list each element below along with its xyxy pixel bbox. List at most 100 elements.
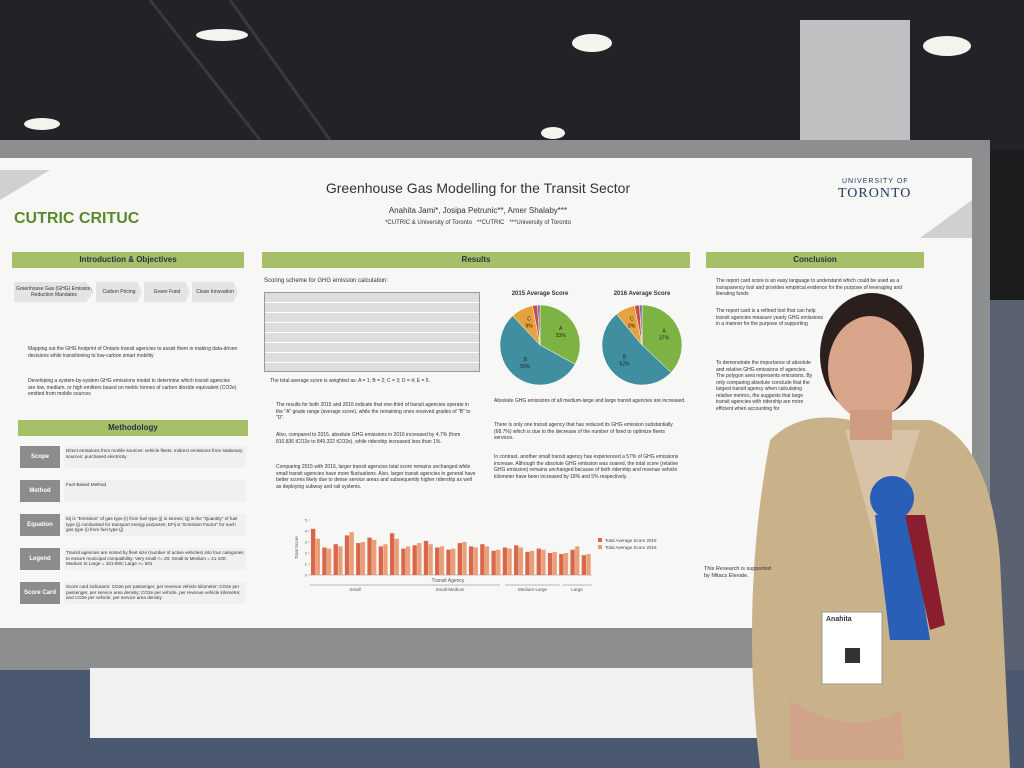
slice-category: C: [630, 316, 634, 322]
results-intro: Scoring scheme for GHG emission calculat…: [264, 278, 389, 284]
table: [90, 668, 790, 738]
bar: [389, 533, 395, 575]
bar: [333, 544, 338, 575]
bar: [378, 546, 384, 575]
pie-slice: [499, 315, 576, 386]
flow-step: Clean Innovation: [192, 282, 238, 302]
bar: [451, 548, 456, 575]
bar: [563, 553, 569, 575]
bullet: The results for both 2015 and 2016 indic…: [276, 402, 471, 421]
slice-category: B: [524, 357, 528, 363]
corner-decoration: [920, 200, 972, 238]
group-label: Medium-Large: [518, 587, 548, 592]
legend-swatch: [598, 545, 602, 549]
ceiling-light: [572, 34, 612, 52]
section-heading: Conclusion: [706, 252, 924, 268]
pie-slice: [641, 304, 683, 373]
face: [828, 316, 912, 420]
affiliations: *CUTRIC & University of Toronto **CUTRIC…: [385, 220, 571, 226]
bullet: Absolute GHG emissions of all medium-lar…: [494, 398, 686, 404]
bar: [372, 539, 377, 575]
flow-step: Carbon Pricing: [96, 282, 142, 302]
slice-category: A: [559, 326, 563, 332]
section-heading: Methodology: [18, 420, 248, 436]
bar: [394, 538, 399, 575]
row-label: Scope: [20, 446, 60, 468]
bar: [457, 543, 462, 575]
ceiling-light: [923, 36, 971, 56]
slice-label: 52%: [619, 361, 630, 367]
beam: [228, 0, 332, 141]
row-text: Eij is "Emission" of gas type (i) from f…: [64, 514, 246, 536]
bar: [502, 547, 508, 575]
slice-label: 33%: [556, 333, 567, 339]
bar: [575, 546, 580, 575]
bar: [401, 548, 406, 575]
bar: [326, 548, 332, 575]
bar: [405, 546, 411, 575]
bar: [525, 551, 530, 575]
slice-category: B: [623, 354, 627, 360]
row-text: Fuel-Based Method: [64, 480, 246, 502]
bar: [412, 545, 417, 575]
bar: [315, 538, 320, 575]
section-heading: Results: [262, 252, 690, 268]
pie-slice: [601, 313, 672, 386]
legend-entry: Total Average Score 2016: [605, 545, 657, 550]
y-tick-label: 2: [305, 551, 308, 556]
qr-code: [845, 648, 860, 663]
row-label: Legend: [20, 548, 60, 570]
bar: [446, 549, 451, 575]
university-top: UNIVERSITY OF: [842, 178, 909, 185]
bar: [496, 549, 501, 575]
bar: [559, 554, 564, 575]
slice-label: 37%: [659, 335, 670, 341]
bar: [423, 540, 429, 575]
slice-label: 55%: [520, 364, 531, 370]
bullet: To demonstrate the importance of absolut…: [716, 360, 813, 412]
bullet: The report card score is an easy languag…: [716, 278, 902, 297]
pie-title: 2016 Average Score: [614, 291, 671, 297]
flow-step: Greenhouse Gas (GHG) Emission Reduction …: [14, 282, 94, 302]
row-text: Direct emissions from mobile sources: ve…: [64, 446, 246, 468]
bullet: Comparing 2015 with 2016, larger transit…: [276, 464, 476, 490]
ribbon: [905, 515, 945, 630]
bullet: The report card is a refined tool that c…: [716, 308, 823, 327]
scoring-table: [264, 292, 480, 372]
row-text: Score card indicators: CO2e per passenge…: [64, 582, 246, 604]
bar: [344, 535, 350, 575]
bar: [536, 548, 541, 575]
bar: [322, 547, 327, 575]
bullet: Mapping out the GHG footprint of Ontario…: [28, 346, 238, 359]
bar: [311, 528, 316, 575]
y-tick-label: 1: [305, 562, 308, 567]
pie-slice: [537, 304, 541, 346]
bar: [491, 550, 496, 575]
x-axis-label: Transit Agency: [432, 578, 465, 584]
pillar: [800, 20, 910, 150]
bar: [468, 546, 474, 575]
bar: [552, 551, 557, 575]
poster-title: Greenhouse Gas Modelling for the Transit…: [325, 180, 631, 196]
ceiling-light: [24, 118, 60, 130]
bar: [360, 542, 366, 575]
slice-label: 9%: [525, 324, 533, 330]
bar: [570, 549, 575, 575]
slice-category: A: [662, 328, 666, 334]
slice-category: C: [527, 317, 531, 323]
bar: [529, 550, 535, 575]
pie-title: 2015 Average Score: [512, 291, 569, 297]
bullet: In contrast, another small transit agenc…: [494, 454, 679, 480]
hands: [790, 700, 905, 760]
section-heading: Introduction & Objectives: [12, 252, 244, 268]
group-label: Small-Medium: [436, 587, 465, 592]
y-axis-label: Total Score: [294, 536, 299, 559]
bar: [417, 543, 422, 575]
bar: [480, 544, 485, 575]
bar: [338, 546, 343, 575]
bar: [383, 544, 388, 575]
beam: [148, 0, 262, 141]
bar: [473, 547, 478, 575]
bar: [462, 542, 467, 575]
